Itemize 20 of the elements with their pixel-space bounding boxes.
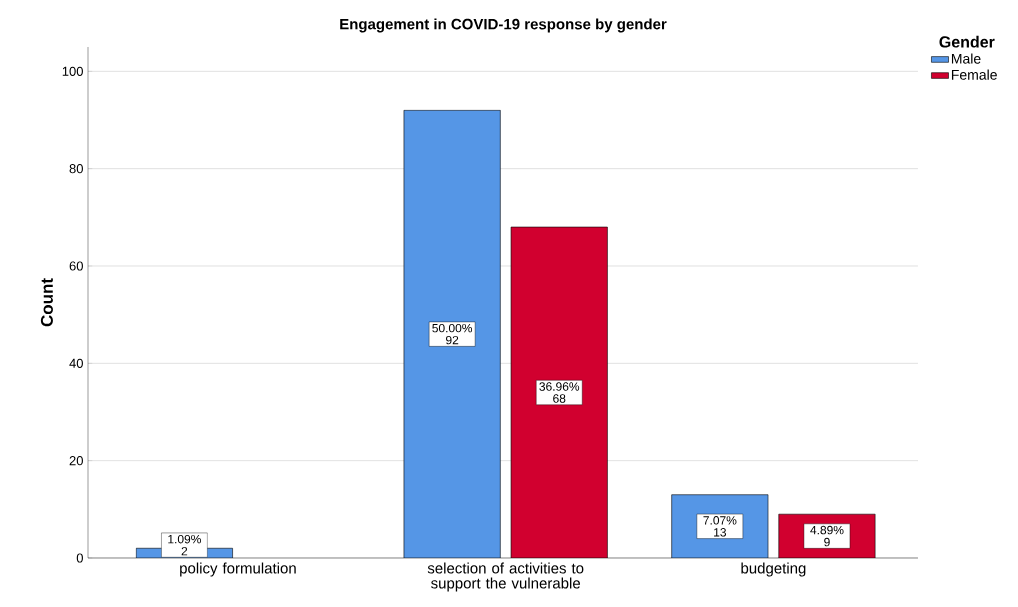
y-tick-label: 100 bbox=[62, 66, 83, 76]
y-tick-label: 20 bbox=[69, 456, 83, 466]
y-tick-label: 40 bbox=[69, 358, 83, 368]
data-label: 1.09% 2 bbox=[168, 534, 201, 556]
x-tick-label: policy formulation bbox=[180, 562, 296, 577]
data-label: 50.00% 92 bbox=[432, 323, 473, 345]
legend-label: Male bbox=[951, 53, 981, 64]
y-axis-title: Count bbox=[40, 278, 53, 327]
legend-label: Female bbox=[951, 69, 997, 80]
x-tick-label: budgeting bbox=[741, 562, 806, 577]
chart-title: Engagement in COVID-19 response by gender bbox=[340, 18, 667, 33]
data-label: 36.96% 68 bbox=[539, 382, 580, 403]
data-label: 7.07% 13 bbox=[703, 516, 737, 537]
x-tick-label: selection of activities to support the vulnerable bbox=[427, 562, 584, 592]
data-label: 4.89% 9 bbox=[810, 525, 844, 547]
y-tick-label: 80 bbox=[69, 164, 83, 174]
bar bbox=[511, 227, 608, 558]
legend-title: Gender bbox=[939, 35, 995, 48]
y-tick-label: 0 bbox=[76, 553, 83, 563]
y-tick-label: 60 bbox=[69, 261, 83, 271]
